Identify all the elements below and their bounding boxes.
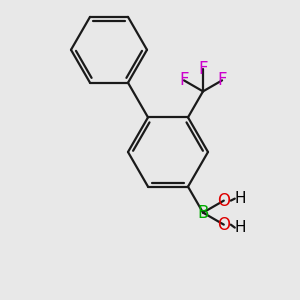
Text: B: B (197, 204, 209, 222)
Text: F: F (179, 71, 189, 89)
Text: H: H (234, 220, 245, 235)
Text: O: O (217, 192, 230, 210)
Text: H: H (234, 191, 245, 206)
Text: F: F (217, 71, 227, 89)
Text: F: F (198, 60, 208, 78)
Text: O: O (217, 216, 230, 234)
